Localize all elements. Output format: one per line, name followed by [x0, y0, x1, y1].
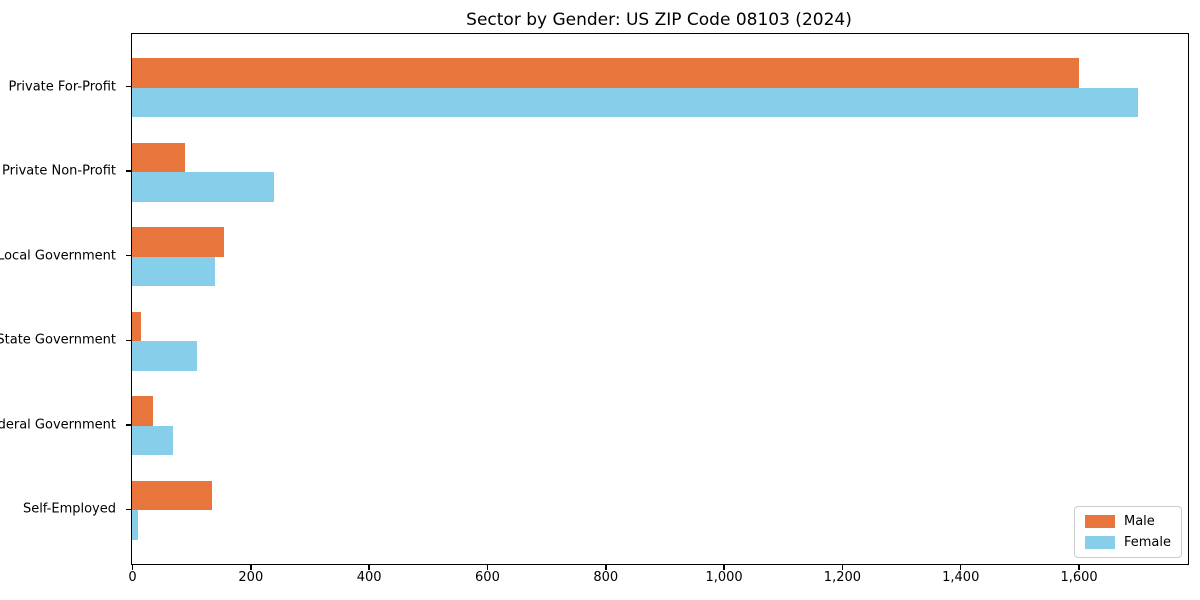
y-axis-labels: Private For-Profit Private Non-Profit Loca… — [0, 33, 124, 563]
bar-male-0 — [132, 58, 1079, 88]
y-label-0: Private For-Profit — [8, 79, 116, 95]
y-tick-3 — [126, 339, 131, 341]
y-label-3: State Government — [0, 332, 116, 348]
bar-male-3 — [132, 311, 141, 342]
x-tick-3 — [486, 565, 489, 570]
bar-female-1 — [132, 172, 274, 202]
legend-swatch-male — [1084, 515, 1115, 528]
x-tick-label-4: 800 — [593, 570, 619, 585]
x-tick-label-0: 0 — [128, 570, 137, 585]
bar-female-2 — [132, 256, 215, 287]
y-label-5: Self-Employed — [22, 501, 116, 517]
legend-label-male: Male — [1123, 514, 1155, 529]
x-tick-label-7: 1,400 — [942, 570, 980, 585]
x-tick-label-6: 1,200 — [823, 570, 862, 585]
x-tick-5 — [723, 565, 725, 570]
bar-male-2 — [132, 227, 224, 257]
y-tick-2 — [126, 254, 131, 257]
plot-area: Male Female — [131, 33, 1189, 565]
bar-female-3 — [132, 341, 198, 371]
x-tick-4 — [605, 565, 607, 570]
bar-male-5 — [132, 480, 212, 511]
x-tick-8 — [1078, 565, 1080, 570]
legend-entry-female: Female — [1084, 535, 1171, 550]
x-tick-label-8: 1,600 — [1060, 570, 1098, 585]
y-label-4: Federal Government — [0, 417, 116, 433]
bar-female-5 — [132, 510, 138, 540]
y-tick-5 — [126, 508, 131, 511]
legend-swatch-female — [1084, 536, 1115, 549]
y-tick-1 — [126, 170, 131, 172]
bars-layer — [132, 34, 1188, 564]
bar-female-0 — [132, 87, 1138, 118]
y-label-1: Private Non-Profit — [2, 163, 116, 179]
legend-label-female: Female — [1123, 535, 1171, 550]
y-label-2: Local Government — [0, 248, 116, 264]
legend-entry-male: Male — [1084, 514, 1171, 529]
y-tick-4 — [126, 424, 131, 426]
x-tick-label-5: 1,000 — [705, 570, 743, 585]
legend: Male Female — [1073, 506, 1182, 558]
x-tick-0 — [131, 565, 134, 570]
y-tick-0 — [126, 85, 131, 88]
x-tick-7 — [959, 565, 962, 570]
x-tick-label-1: 200 — [238, 570, 264, 585]
bar-female-4 — [132, 425, 174, 456]
chart-title: Sector by Gender: US ZIP Code 08103 (202… — [466, 10, 852, 30]
x-tick-label-3: 600 — [475, 570, 500, 585]
x-tick-1 — [250, 565, 252, 570]
bar-male-4 — [132, 396, 154, 426]
x-tick-2 — [368, 565, 370, 570]
x-tick-label-2: 400 — [356, 570, 382, 585]
bar-male-1 — [132, 142, 186, 173]
x-tick-6 — [841, 565, 844, 570]
